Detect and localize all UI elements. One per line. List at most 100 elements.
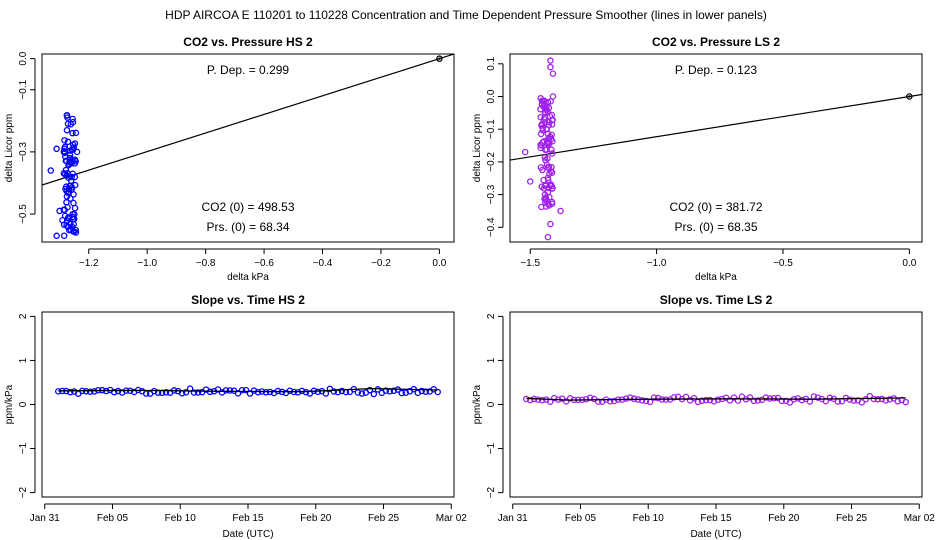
data-point: [702, 396, 710, 404]
data-point: [770, 394, 778, 402]
data-point: [778, 397, 786, 405]
data-point: [548, 150, 556, 157]
panel-slope-time-hs: Slope vs. Time HS 2 Jan 31 Feb 05 Feb 10 Feb…: [4, 293, 467, 540]
data-point: [62, 183, 70, 190]
data-point: [358, 390, 366, 397]
data-point: [594, 398, 602, 405]
data-point: [72, 226, 80, 234]
x-axis-label: Date (UTC): [222, 529, 273, 540]
data-point: [61, 149, 68, 157]
data-point: [606, 398, 614, 405]
x-tick-label: 0.0: [902, 258, 916, 269]
x-tick-label: Feb 10: [165, 513, 197, 524]
data-point: [66, 182, 74, 190]
data-point: [537, 130, 545, 138]
x-tick-label: −0.2: [371, 258, 391, 269]
plot-area: [510, 57, 922, 241]
data-point: [71, 173, 79, 181]
data-point: [242, 386, 250, 394]
p-dep-label: P. Dep. = 0.299: [207, 63, 290, 77]
data-point: [61, 137, 68, 144]
plot-frame: [509, 311, 923, 498]
data-point: [546, 139, 553, 146]
data-point: [706, 396, 714, 404]
data-point: [214, 386, 222, 393]
x-tick-label: Feb 15: [700, 513, 732, 524]
data-point: [878, 395, 886, 403]
y-tick-label: −0.2: [486, 152, 497, 172]
data-point: [63, 112, 71, 119]
data-point: [544, 174, 552, 182]
data-point: [886, 396, 894, 403]
co2-zero-label: CO2 (0) = 381.72: [669, 200, 762, 214]
plot-frame: [509, 53, 923, 243]
data-point: [544, 233, 552, 241]
data-point: [690, 394, 698, 402]
data-point: [194, 389, 202, 396]
smoother-line: [58, 387, 438, 393]
data-point: [545, 164, 552, 171]
data-point: [56, 207, 63, 215]
data-point: [382, 387, 390, 394]
x-tick-label: Feb 25: [836, 513, 868, 524]
panel-co2-pressure-ls: CO2 vs. Pressure LS 2−1.5 −1.0 −0.5 0.0delt…: [472, 35, 923, 283]
data-point: [846, 396, 854, 403]
data-point: [544, 155, 551, 162]
y-tick-label: −0.3: [18, 142, 29, 162]
data-point: [562, 398, 570, 405]
data-point: [539, 127, 546, 134]
data-point: [547, 57, 554, 64]
y-tick-label: −0.1: [18, 79, 29, 99]
data-point: [63, 222, 70, 229]
y-tick-label: 0.0: [486, 89, 497, 103]
y-tick-label: 2: [18, 313, 29, 319]
panels: CO2 vs. Pressure HS 2 −1.2 −1.0 −0.8 −0.6 −0.…: [4, 35, 935, 540]
data-point: [826, 394, 834, 402]
data-point: [370, 390, 378, 398]
chart-title: CO2 vs. Pressure HS 2: [183, 35, 313, 49]
data-point: [538, 396, 546, 404]
x-axis: Jan 31 Feb 05 Feb 10 Feb 15 Feb 20 Feb 25 Mar …: [498, 503, 935, 540]
data-point: [64, 138, 72, 146]
x-tick-label: 0.0: [432, 258, 446, 269]
y-tick-label: −2: [18, 486, 29, 498]
data-point: [70, 220, 77, 228]
data-point: [390, 387, 398, 395]
data-point: [543, 146, 550, 153]
anchor-point-dot: [438, 57, 441, 60]
data-point: [254, 388, 262, 396]
data-point: [526, 178, 534, 185]
data-point: [64, 215, 72, 222]
y-axis: −2 −1 0 1 2 ppm/kPa: [472, 313, 504, 498]
prs-zero-label: Prs. (0) = 68.34: [206, 220, 289, 234]
data-point: [642, 397, 650, 405]
anchor-point-dot: [908, 95, 911, 98]
data-point: [298, 387, 306, 395]
x-tick-label: −1.5: [520, 258, 540, 269]
y-tick-label: −1: [486, 442, 497, 454]
x-tick-label: −0.6: [254, 258, 274, 269]
data-point: [110, 388, 118, 396]
data-point: [654, 394, 662, 402]
x-tick-label: Feb 15: [232, 513, 264, 524]
y-tick-label: −0.5: [18, 204, 29, 224]
data-point: [902, 398, 909, 406]
data-point: [64, 203, 71, 211]
y-axis-label: ppm/kPa: [472, 384, 483, 424]
data-point: [537, 95, 544, 102]
x-tick-label: −0.4: [313, 258, 333, 269]
fit-line: [510, 93, 922, 161]
data-point: [338, 387, 346, 395]
data-point: [190, 389, 198, 396]
data-point: [422, 388, 430, 395]
data-point: [786, 399, 794, 406]
data-point: [714, 396, 722, 403]
data-point: [62, 153, 69, 160]
data-point: [398, 389, 406, 397]
data-point: [67, 195, 74, 202]
data-point: [862, 396, 870, 403]
y-tick-label: −0.3: [486, 184, 497, 204]
data-point: [626, 394, 634, 401]
co2-zero-label: CO2 (0) = 498.53: [201, 200, 294, 214]
